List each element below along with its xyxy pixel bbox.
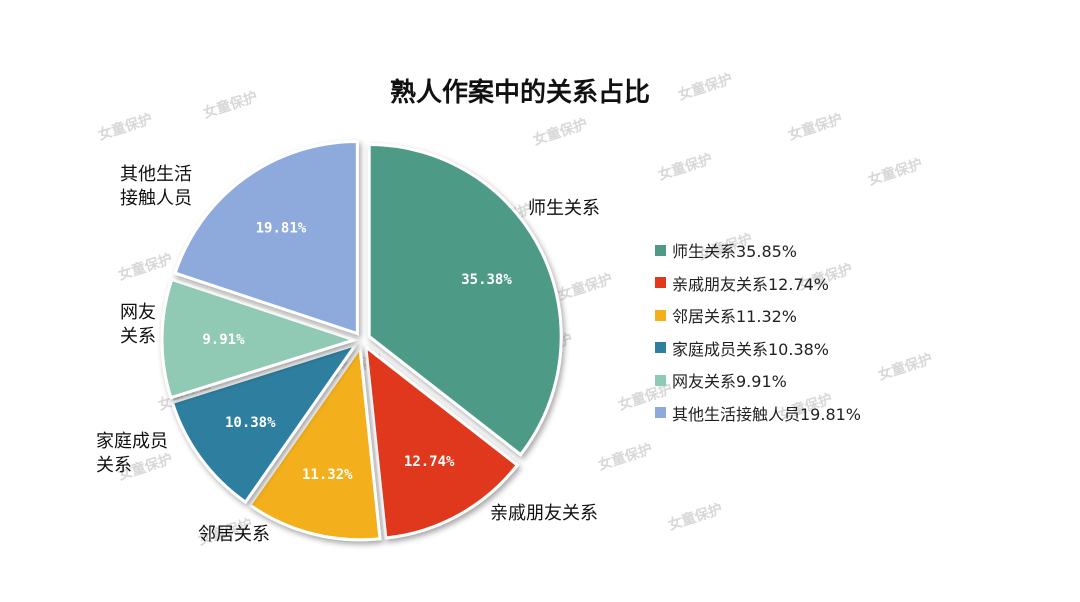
chart-title: 熟人作案中的关系占比 [389,78,650,108]
watermark-text: 女童保护 [201,88,260,121]
legend-item: 其他生活接触人员19.81% [655,397,861,430]
watermark-text: 女童保护 [666,500,725,533]
legend-swatch [655,342,666,354]
legend: 师生关系35.85% 亲戚朋友关系12.74% 邻居关系11.32% 家庭成员关系10… [655,234,861,429]
watermark-text: 女童保护 [596,440,655,473]
slice-value-label: 9.91% [202,332,245,348]
watermark-text: 女童保护 [96,110,155,143]
legend-swatch [655,407,666,419]
legend-label: 邻居关系11.32% [672,307,798,327]
category-label: 师生关系 [528,198,600,219]
pie-slice-2 [247,343,382,542]
pie-slices [160,140,563,542]
watermark-text: 女童保护 [556,270,615,303]
slice-value-label: 12.74% [404,454,455,470]
legend-swatch [655,244,666,256]
legend-label: 网友关系9.91% [672,372,787,392]
legend-item: 家庭成员关系10.38% [655,332,861,365]
slice-value-label: 19.81% [256,221,307,237]
legend-label: 其他生活接触人员19.81% [672,404,862,424]
watermark-text: 女童保护 [531,115,590,148]
category-label: 家庭成员关系 [96,431,168,476]
pie-slice-4 [160,277,359,400]
legend-label: 亲戚朋友关系12.74% [672,274,830,294]
category-label: 邻居关系 [198,524,270,545]
watermark-text: 女童保护 [656,150,715,183]
watermark-text: 女童保护 [876,350,935,383]
category-label: 其他生活接触人员 [120,164,192,209]
legend-swatch [655,277,666,289]
slice-value-label: 10.38% [225,415,276,431]
pie-slice-3 [170,341,360,505]
watermark-text: 女童保护 [116,250,175,283]
legend-swatch [655,374,666,386]
category-label: 网友关系 [120,302,156,347]
legend-label: 家庭成员关系10.38% [672,339,830,359]
pie-slice-1 [364,343,520,540]
pie-slice-5 [173,140,359,336]
slice-value-labels: 35.38% 12.74% 11.32% 10.38% 9.91% 19.81% [202,221,512,483]
category-label: 亲戚朋友关系 [490,503,598,524]
legend-item: 师生关系35.85% [655,234,861,267]
legend-item: 网友关系9.91% [655,364,861,397]
slice-value-label: 35.38% [461,272,512,288]
watermark-text: 女童保护 [786,110,845,143]
pie-slice-0 [367,142,563,457]
legend-item: 邻居关系11.32% [655,299,861,332]
slice-value-label: 11.32% [302,467,353,483]
legend-label: 师生关系35.85% [672,242,798,262]
legend-item: 亲戚朋友关系12.74% [655,267,861,300]
legend-swatch [655,309,666,321]
watermark-text: 女童保护 [866,155,925,188]
